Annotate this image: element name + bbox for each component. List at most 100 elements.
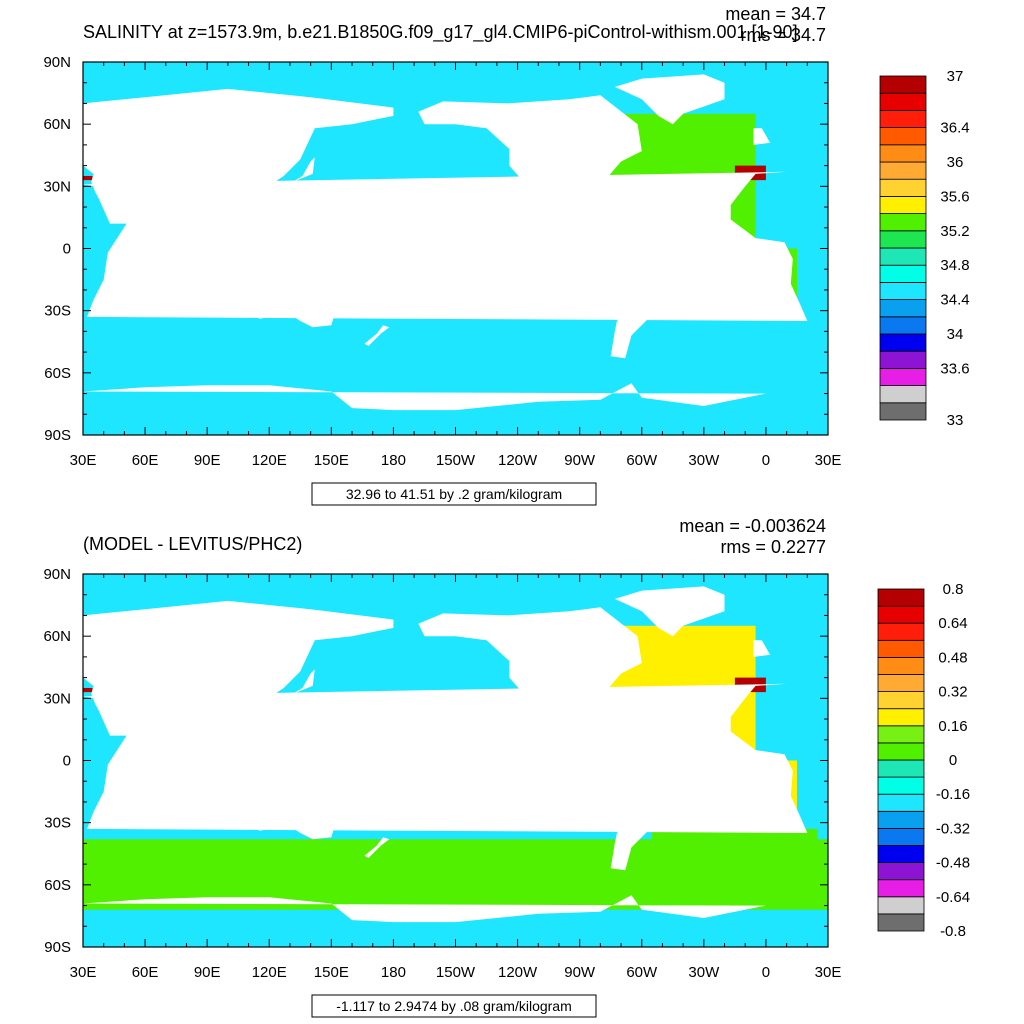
land-namerica bbox=[418, 607, 642, 744]
y-tick-label: 30S bbox=[44, 815, 71, 832]
x-tick-label: 30W bbox=[688, 964, 720, 981]
x-tick-label: 180 bbox=[381, 964, 406, 981]
x-tick-label: 30W bbox=[688, 452, 720, 469]
rms-stat: rms = 34.7 bbox=[740, 25, 826, 45]
land-uk bbox=[753, 640, 771, 657]
colorbar-label: 0.32 bbox=[938, 684, 967, 701]
land-borneo bbox=[246, 234, 268, 255]
land-nz bbox=[364, 837, 390, 858]
caption-text: 32.96 to 41.51 by .2 gram/kilogram bbox=[346, 486, 562, 502]
land-samerica bbox=[598, 735, 694, 871]
land-samerica bbox=[598, 223, 694, 359]
colorbar-label: 33.6 bbox=[940, 360, 969, 377]
colorbar-swatch bbox=[879, 247, 927, 266]
x-tick-label: 180 bbox=[381, 452, 406, 469]
colorbar-swatch bbox=[879, 299, 927, 318]
x-tick-label: 60W bbox=[626, 964, 658, 981]
y-tick-label: 30N bbox=[43, 690, 71, 707]
land-australia bbox=[256, 783, 338, 840]
colorbar-label: 0.8 bbox=[943, 581, 964, 598]
rms-stat: rms = 0.2277 bbox=[720, 537, 826, 557]
colorbar-swatch bbox=[879, 178, 927, 197]
y-tick-label: 90S bbox=[44, 939, 71, 956]
y-tick-label: 60S bbox=[44, 877, 71, 894]
x-tick-label: 120E bbox=[252, 964, 287, 981]
colorbar-swatch bbox=[877, 810, 925, 829]
land-namerica bbox=[418, 95, 642, 232]
x-tick-label: 30E bbox=[70, 452, 97, 469]
colorbar-swatch bbox=[879, 385, 927, 404]
caption-box bbox=[311, 482, 597, 506]
colorbar-swatch bbox=[879, 92, 927, 111]
colorbar-swatch bbox=[879, 75, 927, 94]
colorbar-label: 33 bbox=[947, 412, 964, 429]
colorbar-label: 0 bbox=[949, 752, 957, 769]
colorbar-label: -0.48 bbox=[936, 855, 970, 872]
difference-panel: 30E 60E 90E 120E 150E 180 150W 120W 90W 60W 30W 0 30… bbox=[43, 516, 970, 1018]
x-tick-label: 0 bbox=[762, 452, 770, 469]
land-newguinea bbox=[292, 250, 332, 270]
land-eurasia bbox=[83, 600, 394, 759]
y-tick-label: 30S bbox=[44, 303, 71, 320]
colorbar-label: 35.2 bbox=[940, 223, 969, 240]
land-antarctica bbox=[83, 383, 766, 435]
y-tick-label: 60N bbox=[43, 628, 71, 645]
colorbar-swatch bbox=[877, 793, 925, 812]
land-nz bbox=[364, 325, 390, 346]
caption-text: -1.117 to 2.9474 by .08 gram/kilogram bbox=[336, 998, 572, 1014]
x-tick-label: 120W bbox=[498, 964, 538, 981]
colorbar-swatch bbox=[879, 144, 927, 163]
x-tick-label: 150E bbox=[314, 452, 349, 469]
colorbar-label: 0.48 bbox=[938, 649, 967, 666]
y-tick-label: 60N bbox=[43, 116, 71, 133]
colorbar-swatch bbox=[877, 776, 925, 795]
land-greenland bbox=[614, 74, 725, 125]
land-greenland bbox=[614, 586, 725, 637]
panel-title: SALINITY at z=1573.9m, b.e21.B1850G.f09_… bbox=[83, 22, 798, 43]
colorbar-label: 34.8 bbox=[940, 257, 969, 274]
x-tick-label: 150W bbox=[436, 452, 476, 469]
land-borneo bbox=[246, 746, 268, 767]
land-japan bbox=[292, 157, 315, 183]
y-tick-label: 30N bbox=[43, 178, 71, 195]
colorbar-label: 37 bbox=[947, 68, 964, 85]
colorbar-swatch bbox=[879, 127, 927, 146]
colorbar-label: 36 bbox=[947, 154, 964, 171]
colorbar-label: 0.16 bbox=[938, 718, 967, 735]
colorbar-swatch bbox=[879, 333, 927, 352]
colorbar-label: -0.16 bbox=[936, 786, 970, 803]
south-atlantic-band bbox=[652, 828, 818, 848]
x-tick-label: 120E bbox=[252, 452, 287, 469]
salinity-panel: 30E 60E 90E 120E 150E 180 150W 120W 90W 60W 30W 0 30… bbox=[43, 4, 970, 506]
land-eurasia bbox=[83, 88, 394, 247]
colorbar-swatch bbox=[879, 230, 927, 249]
y-tick-label: 0 bbox=[63, 241, 71, 258]
x-tick-label: 0 bbox=[762, 964, 770, 981]
x-tick-label: 90E bbox=[194, 452, 221, 469]
colorbar-label: -0.64 bbox=[936, 889, 970, 906]
x-tick-label: 30E bbox=[815, 452, 842, 469]
x-tick-label: 60E bbox=[132, 964, 159, 981]
x-tick-label: 120W bbox=[498, 452, 538, 469]
mean-stat: mean = -0.003624 bbox=[679, 516, 826, 536]
mean-stat: mean = 34.7 bbox=[725, 4, 826, 24]
land-madagascar bbox=[112, 273, 125, 301]
colorbar-swatch bbox=[879, 110, 927, 129]
caption-box bbox=[311, 994, 597, 1018]
colorbar-swatch bbox=[877, 691, 925, 710]
south-atlantic-band bbox=[652, 316, 818, 336]
colorbar-swatch bbox=[879, 195, 927, 214]
colorbar-swatch bbox=[879, 213, 927, 232]
ocean-field bbox=[83, 574, 828, 947]
colorbar-label: 36.4 bbox=[940, 120, 969, 137]
colorbar-swatch bbox=[877, 862, 925, 881]
colorbar-swatch bbox=[877, 742, 925, 761]
colorbar-swatch bbox=[877, 725, 925, 744]
land-uk bbox=[753, 128, 771, 145]
colorbar-swatch bbox=[879, 367, 927, 386]
x-tick-label: 90E bbox=[194, 964, 221, 981]
x-tick-label: 30E bbox=[815, 964, 842, 981]
colorbar-swatch bbox=[877, 674, 925, 693]
x-tick-label: 90W bbox=[564, 452, 596, 469]
